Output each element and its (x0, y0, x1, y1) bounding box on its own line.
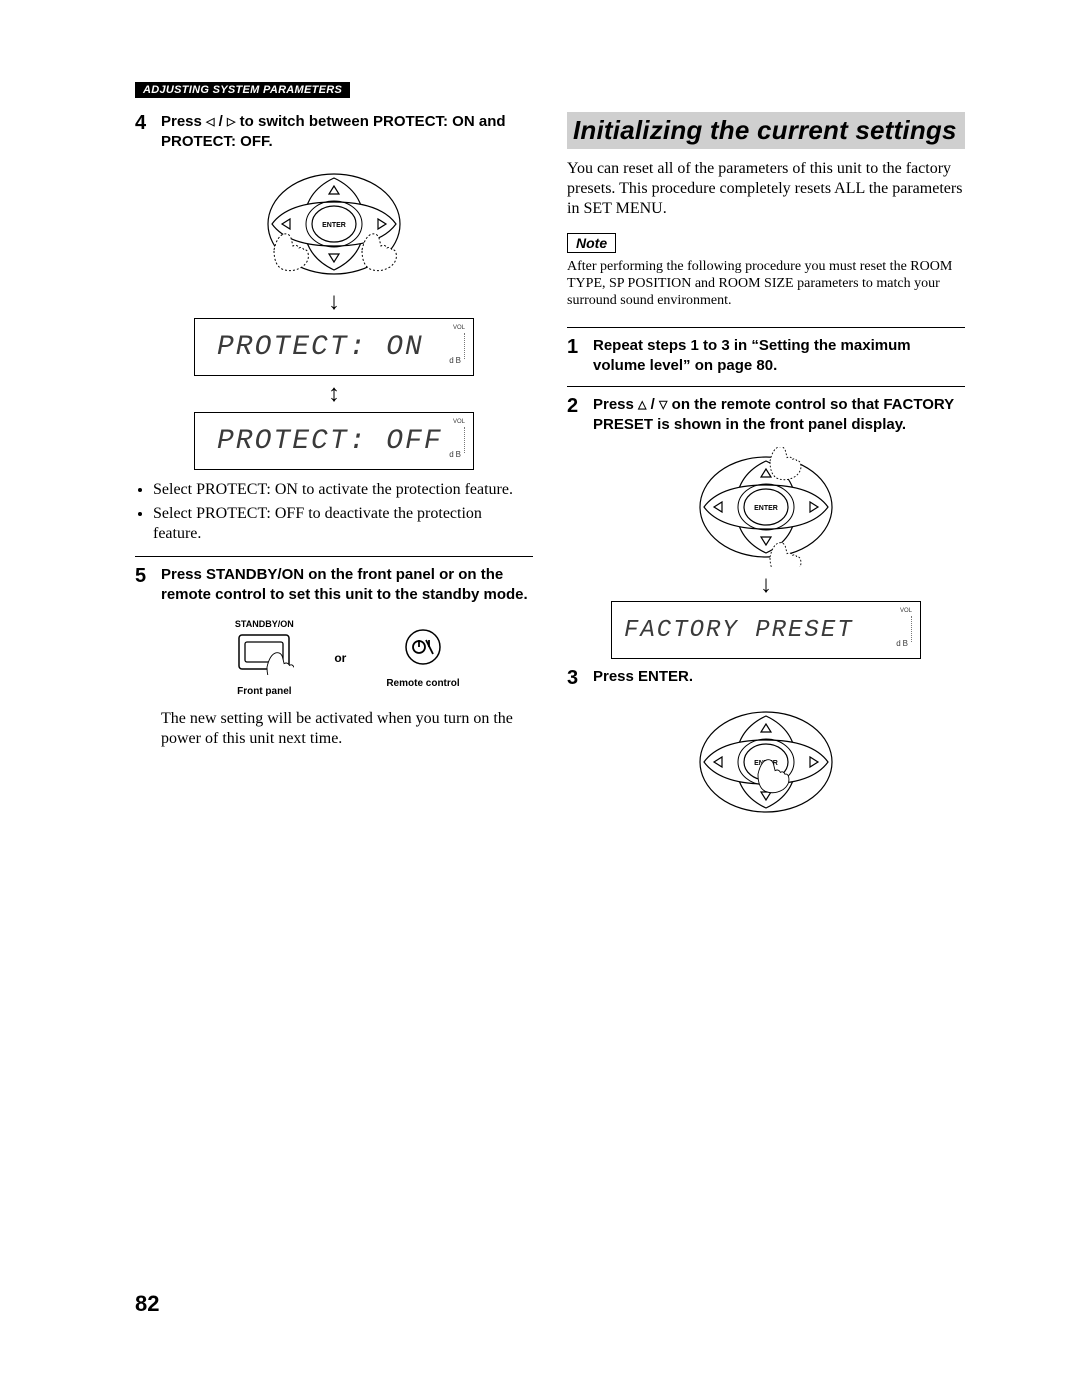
lcd-text: PROTECT: ON (217, 332, 424, 363)
left-column: 4 Press ◁ / ▷ to switch between PROTECT:… (135, 112, 533, 828)
page-number: 82 (135, 1291, 159, 1317)
step-2-figure: ↓ FACTORY PRESET VOL dB (567, 447, 965, 659)
note-label: Note (567, 233, 616, 253)
lcd-text: PROTECT: OFF (217, 426, 443, 457)
left-tri-icon: ◁ (206, 116, 214, 128)
db-label: dB (449, 356, 463, 365)
step-3-figure (567, 702, 965, 822)
note-text: After performing the following procedure… (567, 259, 965, 309)
step-2: 2 Press △ / ▽ on the remote control so t… (567, 386, 965, 435)
text: Press (593, 396, 638, 413)
vol-label: VOL (453, 325, 465, 331)
text: / (215, 113, 228, 130)
remote-dpad-diagram (686, 702, 846, 822)
bullet: Select PROTECT: ON to activate the prote… (153, 480, 533, 500)
step-number: 4 (135, 112, 161, 152)
step-1: 1 Repeat steps 1 to 3 in “Setting the ma… (567, 327, 965, 376)
step-3: 3 Press ENTER. (567, 667, 965, 690)
step-number: 3 (567, 667, 593, 690)
section-header-bar: ADJUSTING SYSTEM PARAMETERS (135, 82, 350, 98)
lcd-protect-off: PROTECT: OFF VOL dB (194, 412, 474, 470)
front-panel-caption: Front panel (234, 686, 294, 697)
text: / (647, 396, 660, 413)
vol-label: VOL (453, 419, 465, 425)
lcd-factory-preset: FACTORY PRESET VOL dB (611, 601, 921, 659)
standby-on-label: STANDBY/ON (234, 619, 294, 629)
step-4-heading: Press ◁ / ▷ to switch between PROTECT: O… (161, 113, 506, 150)
or-label: or (334, 651, 346, 665)
init-intro: You can reset all of the parameters of t… (567, 159, 965, 219)
step-number: 5 (135, 565, 161, 605)
step-4: 4 Press ◁ / ▷ to switch between PROTECT:… (135, 112, 533, 152)
right-tri-icon: ▷ (227, 116, 235, 128)
remote-dpad-diagram (254, 164, 414, 284)
step-5-aftertext: The new setting will be activated when y… (161, 709, 533, 749)
step-5: 5 Press STANDBY/ON on the front panel or… (135, 556, 533, 605)
remote-control-caption: Remote control (386, 678, 459, 689)
step-5-heading: Press STANDBY/ON on the front panel or o… (161, 566, 528, 603)
step-2-heading: Press △ / ▽ on the remote control so tha… (593, 396, 954, 433)
step-5-figure: STANDBY/ON Front panel or Remote control (135, 611, 533, 701)
front-panel-button-diagram: STANDBY/ON Front panel (234, 619, 294, 697)
db-label: dB (896, 639, 910, 648)
arrow-down-icon: ↓ (567, 573, 965, 597)
step-4-figure: ↓ PROTECT: ON VOL dB ↕ PROTECT: OFF VOL … (135, 164, 533, 470)
db-label: dB (449, 450, 463, 459)
up-tri-icon: △ (638, 399, 646, 411)
bullet: Select PROTECT: OFF to deactivate the pr… (153, 504, 533, 544)
vol-label: VOL (900, 608, 912, 614)
step-1-heading: Repeat steps 1 to 3 in “Setting the maxi… (593, 337, 911, 374)
text: Press (161, 113, 206, 130)
arrow-down-icon: ↓ (135, 290, 533, 314)
down-tri-icon: ▽ (659, 399, 667, 411)
remote-dpad-diagram (686, 447, 846, 567)
remote-power-button-diagram: Remote control (386, 627, 459, 689)
arrow-updown-icon: ↕ (135, 382, 533, 406)
step-3-heading: Press ENTER. (593, 668, 693, 685)
step-number: 1 (567, 336, 593, 376)
lcd-protect-on: PROTECT: ON VOL dB (194, 318, 474, 376)
two-column-layout: 4 Press ◁ / ▷ to switch between PROTECT:… (135, 112, 965, 828)
step-number: 2 (567, 395, 593, 435)
right-column: Initializing the current settings You ca… (567, 112, 965, 828)
step-4-bullets: Select PROTECT: ON to activate the prote… (161, 480, 533, 544)
init-heading: Initializing the current settings (567, 112, 965, 149)
lcd-text: FACTORY PRESET (624, 617, 854, 644)
